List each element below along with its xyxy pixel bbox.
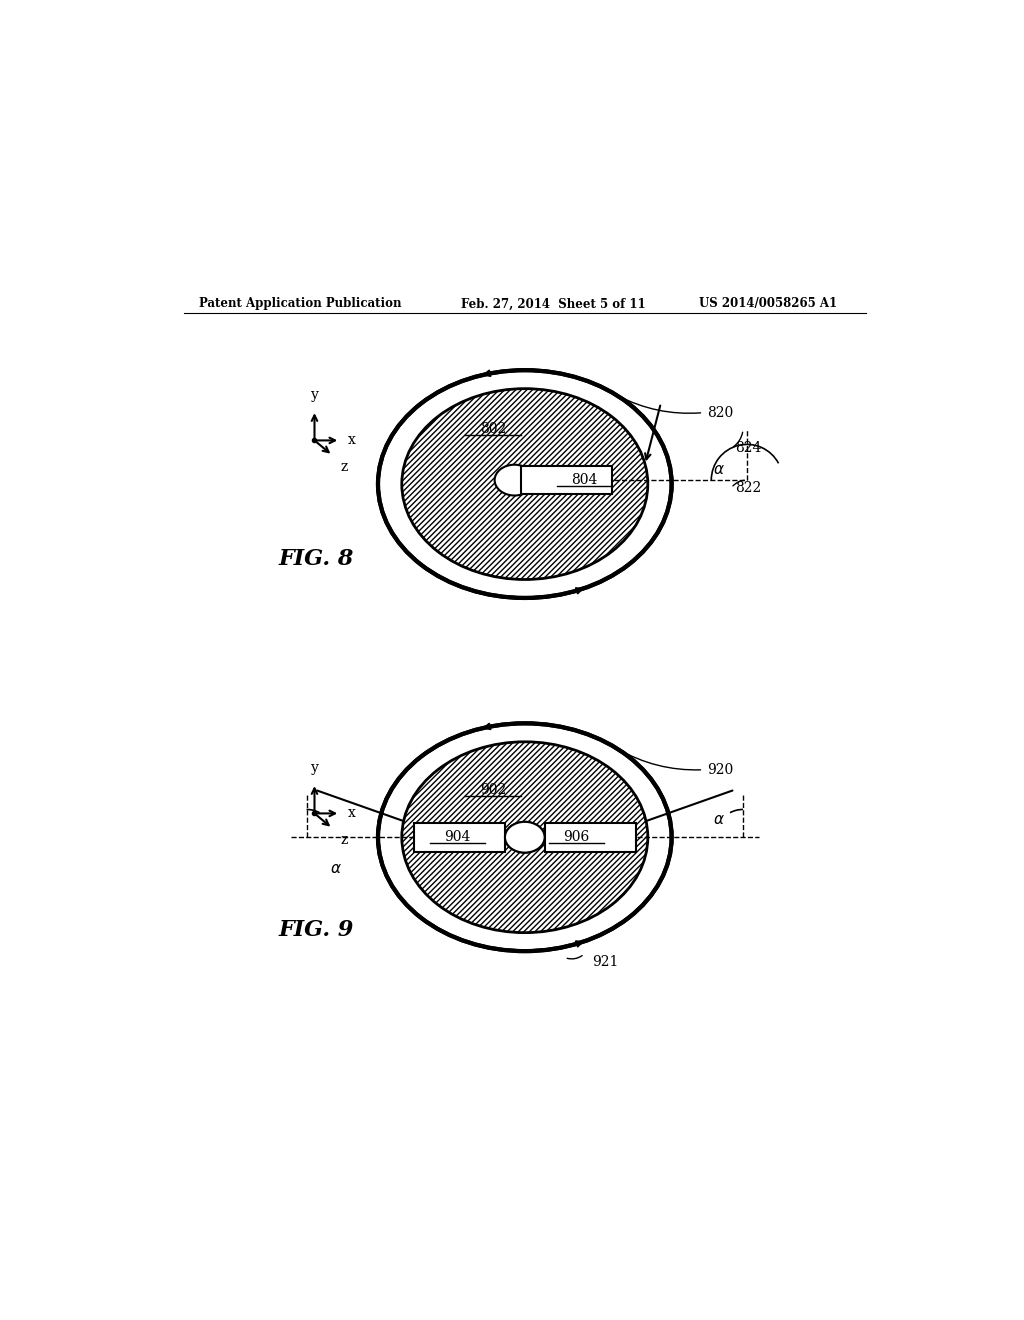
Text: 921: 921: [592, 954, 618, 969]
Text: Feb. 27, 2014  Sheet 5 of 11: Feb. 27, 2014 Sheet 5 of 11: [461, 297, 646, 310]
Text: 802: 802: [480, 421, 506, 436]
Text: $\alpha$: $\alpha$: [330, 862, 342, 876]
Text: z: z: [341, 461, 348, 474]
Text: $\alpha$: $\alpha$: [714, 813, 725, 826]
Text: x: x: [348, 433, 356, 447]
Text: US 2014/0058265 A1: US 2014/0058265 A1: [699, 297, 838, 310]
Text: FIG. 8: FIG. 8: [279, 549, 354, 570]
Text: $\alpha$: $\alpha$: [714, 463, 725, 477]
Ellipse shape: [505, 822, 545, 853]
Ellipse shape: [401, 742, 648, 933]
FancyBboxPatch shape: [521, 466, 612, 495]
Text: 804: 804: [571, 473, 598, 487]
Text: z: z: [341, 833, 348, 847]
FancyBboxPatch shape: [414, 822, 505, 851]
Text: 902: 902: [480, 783, 506, 796]
Ellipse shape: [378, 370, 672, 598]
Ellipse shape: [378, 723, 672, 952]
Text: Patent Application Publication: Patent Application Publication: [200, 297, 402, 310]
Text: 824: 824: [735, 441, 762, 455]
Ellipse shape: [505, 822, 545, 853]
Text: y: y: [310, 388, 318, 403]
Text: y: y: [310, 762, 318, 775]
Text: 906: 906: [563, 830, 590, 845]
Text: 822: 822: [735, 480, 762, 495]
Text: 920: 920: [708, 763, 733, 776]
Ellipse shape: [401, 388, 648, 579]
Ellipse shape: [495, 465, 535, 495]
Text: 904: 904: [444, 830, 471, 845]
FancyBboxPatch shape: [545, 822, 636, 851]
Text: FIG. 9: FIG. 9: [279, 919, 354, 941]
Text: 820: 820: [708, 405, 733, 420]
Text: x: x: [348, 807, 356, 821]
